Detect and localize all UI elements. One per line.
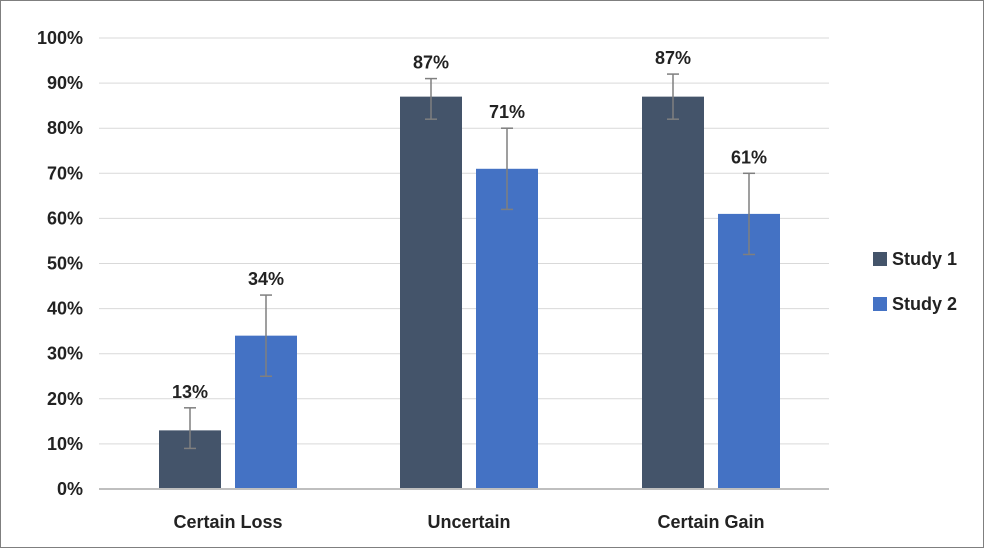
legend-label: Study 2 xyxy=(892,294,957,314)
bar xyxy=(642,96,704,489)
data-labels: 13% 34% 87% 71% 87% 61% xyxy=(172,48,767,402)
legend: Study 1 Study 2 xyxy=(873,249,957,314)
bar xyxy=(718,213,780,489)
bars xyxy=(159,96,780,490)
error-bars xyxy=(184,73,755,450)
y-tick-label: 0% xyxy=(57,479,83,499)
data-label: 87% xyxy=(413,53,449,73)
legend-label: Study 1 xyxy=(892,249,957,269)
category-labels: Certain Loss Uncertain Certain Gain xyxy=(173,512,764,532)
legend-swatch xyxy=(873,297,887,311)
category-label: Certain Gain xyxy=(657,512,764,532)
y-tick-label: 30% xyxy=(47,344,83,364)
data-label: 71% xyxy=(489,102,525,122)
y-tick-label: 80% xyxy=(47,118,83,138)
category-label: Uncertain xyxy=(427,512,510,532)
bar xyxy=(400,96,462,489)
data-label: 34% xyxy=(248,269,284,289)
legend-swatch xyxy=(873,252,887,266)
category-label: Certain Loss xyxy=(173,512,282,532)
y-tick-label: 60% xyxy=(47,208,83,228)
data-label: 87% xyxy=(655,48,691,68)
y-axis-tick-labels: 0% 10% 20% 30% 40% 50% 60% 70% 80% 90% 100% xyxy=(37,28,83,499)
y-tick-label: 100% xyxy=(37,28,83,48)
data-label: 61% xyxy=(731,147,767,167)
y-tick-label: 40% xyxy=(47,299,83,319)
gridlines xyxy=(99,37,829,445)
y-tick-label: 20% xyxy=(47,389,83,409)
y-tick-label: 50% xyxy=(47,254,83,274)
bar xyxy=(476,168,538,490)
data-label: 13% xyxy=(172,382,208,402)
y-tick-label: 10% xyxy=(47,434,83,454)
y-tick-label: 90% xyxy=(47,73,83,93)
y-tick-label: 70% xyxy=(47,163,83,183)
